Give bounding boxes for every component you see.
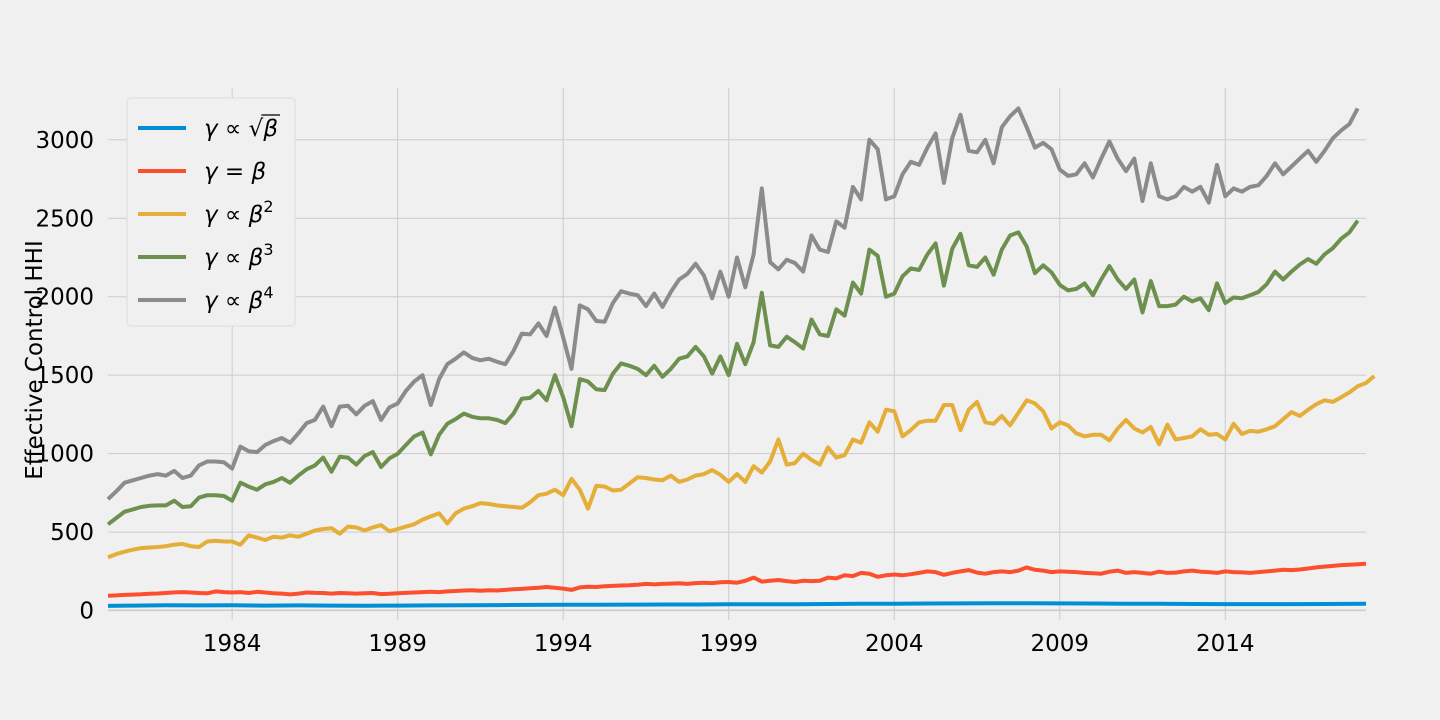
- y-tick-label: 500: [50, 520, 94, 546]
- legend-label-exponent: 3: [263, 240, 273, 259]
- legend-label-base: β: [262, 116, 278, 142]
- legend-box: [126, 97, 296, 327]
- legend-label-prefix: γ ∝: [204, 245, 249, 271]
- x-axis-tick-labels: 1984 1989 1994 1999 2004 2009 2014: [203, 631, 1255, 657]
- legend-label: γ ∝ β3: [204, 240, 274, 271]
- x-tick-label: 1984: [203, 631, 262, 657]
- legend-label: γ ∝ √β: [204, 116, 278, 142]
- y-tick-label: 3000: [35, 128, 94, 154]
- x-tick-label: 2014: [1196, 631, 1255, 657]
- series-line-1: [107, 601, 1367, 608]
- y-tick-label: 1000: [35, 442, 94, 468]
- y-tick-label: 2500: [35, 206, 94, 232]
- y-tick-label: 0: [79, 599, 94, 625]
- legend-label-base: β: [248, 202, 264, 228]
- legend-label: γ ∝ β4: [204, 283, 274, 314]
- legend-label-exponent: 4: [263, 283, 273, 302]
- legend-label-prefix: γ ∝: [204, 116, 249, 142]
- y-axis-tick-labels: 0 500 1000 1500 2000 2500 3000: [35, 128, 94, 625]
- legend-label-base: β: [248, 245, 264, 271]
- y-axis-label: Effective Control HHI: [22, 240, 48, 479]
- y-tick-label: 2000: [35, 285, 94, 311]
- legend-label: γ ∝ β2: [204, 197, 274, 228]
- series-lines: [106, 106, 1376, 608]
- sqrt-sign: √: [249, 116, 264, 142]
- legend-label-base: β: [251, 159, 267, 185]
- series-line-2: [107, 561, 1367, 598]
- legend-label-base: β: [248, 288, 264, 314]
- legend-label-prefix: γ ∝: [204, 202, 249, 228]
- y-tick-label: 1500: [35, 363, 94, 389]
- legend: γ ∝ √βγ = βγ ∝ β2γ ∝ β3γ ∝ β4: [126, 97, 296, 327]
- x-tick-label: 2009: [1031, 631, 1090, 657]
- x-tick-label: 1999: [699, 631, 758, 657]
- legend-label-prefix: γ =: [204, 159, 252, 185]
- series-line-5: [106, 106, 1360, 501]
- legend-label: γ = β: [204, 159, 266, 185]
- x-tick-label: 1994: [534, 631, 593, 657]
- series-line-4: [106, 219, 1360, 526]
- series-line-3: [107, 374, 1376, 560]
- legend-label-exponent: 2: [263, 197, 273, 216]
- legend-label-prefix: γ ∝: [204, 288, 249, 314]
- x-tick-label: 1989: [368, 631, 427, 657]
- x-tick-label: 2004: [865, 631, 924, 657]
